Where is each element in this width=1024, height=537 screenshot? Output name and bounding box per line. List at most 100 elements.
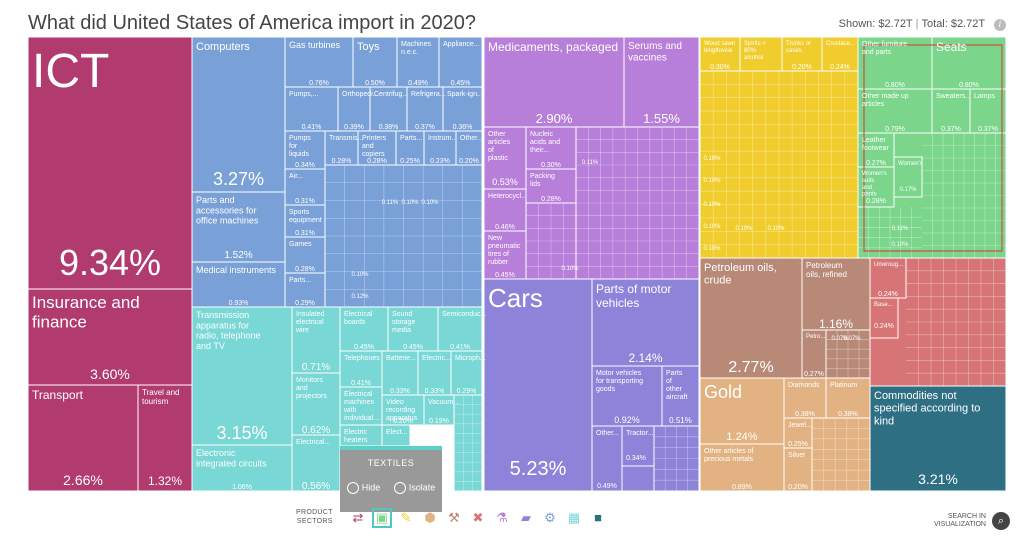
minerals-icon[interactable]: ⚒ <box>448 510 460 525</box>
tile-semiconduc[interactable] <box>437 306 483 352</box>
tile-petroleum-oils-crude[interactable] <box>699 257 803 379</box>
small-tile-value: 0.11% <box>892 226 909 232</box>
sector-tooltip: TEXTILES Hide Isolate <box>340 446 442 512</box>
tile-gas-turbines-value: 0.76% <box>309 80 329 87</box>
tile-gold[interactable] <box>699 377 785 445</box>
search-in-visualization[interactable]: SEARCH IN VISUALIZATION ⌕ <box>934 512 1010 530</box>
tile-parts-of-other-aircraft[interactable] <box>661 365 700 427</box>
tile-sweaters[interactable] <box>931 88 971 134</box>
tile-packing-lids[interactable] <box>525 168 577 204</box>
tile-precious-small-group[interactable] <box>811 417 871 492</box>
tile-petroleum-oils-crude-value: 2.77% <box>728 359 773 376</box>
tile-parts-of-motor-vehicles[interactable] <box>591 278 700 367</box>
tile-minerals-small-group[interactable] <box>825 329 871 379</box>
tile-pumps-for-liquids-value: 0.34% <box>295 162 315 169</box>
tile-other-articles-of-plastic[interactable] <box>483 126 527 190</box>
tile-petro[interactable] <box>801 329 827 379</box>
tile-games[interactable] <box>284 236 326 274</box>
tile-telephones[interactable] <box>339 350 383 388</box>
hide-label: Hide <box>361 482 381 493</box>
tile-vehicles-small-group[interactable] <box>653 425 700 492</box>
tile-insulated-electrical-wire-label: Insulated electrical wire <box>295 311 325 334</box>
tile-vehicles-small[interactable] <box>621 465 655 492</box>
tile-sports-equipment[interactable] <box>284 204 326 238</box>
tile-other[interactable] <box>455 130 483 166</box>
other-icon[interactable]: ■ <box>594 510 602 525</box>
small-tile-value: 0.07% <box>843 336 861 342</box>
machinery-icon[interactable]: ⚙ <box>544 510 556 525</box>
hide-radio-icon[interactable] <box>346 482 359 494</box>
small-tile-value: 0.10% <box>351 272 369 278</box>
tile-transmis[interactable] <box>324 130 359 166</box>
tile-appliance[interactable] <box>438 36 483 88</box>
tile-computers[interactable] <box>191 36 286 193</box>
isolate-label: Isolate <box>408 482 436 493</box>
search-icon[interactable]: ⌕ <box>992 512 1010 530</box>
sectors-label-line1: PRODUCT <box>296 509 333 516</box>
tile-other-articles-of-precious-metals[interactable] <box>699 443 785 492</box>
textiles-icon[interactable]: ▣ <box>372 508 392 528</box>
vehicles-icon[interactable]: ▰ <box>521 510 531 525</box>
tile-trunks-or-cases-label: Trunks or cases <box>786 41 811 54</box>
tile-jewel[interactable] <box>783 417 813 449</box>
tile-toys[interactable] <box>352 36 398 88</box>
tile-appliance-value: 0.45% <box>451 80 471 87</box>
tile-pumps[interactable] <box>284 86 339 132</box>
tile-refrigera[interactable] <box>406 86 444 132</box>
tile-machinery-small-group[interactable] <box>324 164 483 308</box>
stone-icon[interactable]: ⬢ <box>424 510 436 525</box>
tile-motor-vehicles-for-transporting-goods[interactable] <box>591 365 663 427</box>
tile-microph[interactable] <box>450 350 483 396</box>
tile-monitors-and-projectors[interactable] <box>291 372 341 436</box>
tile-sound-storage-media[interactable] <box>387 306 439 352</box>
tile-orthopedi[interactable] <box>337 86 371 132</box>
tile-transmis-label: Transmis... <box>329 135 363 142</box>
tile-electrical-boards[interactable] <box>339 306 389 352</box>
tile-other-made-up-articles[interactable] <box>857 88 933 134</box>
tile-new-pneumatic-tires-of-rubber[interactable] <box>483 230 527 280</box>
tile-centrifug-value: 0.38% <box>379 124 399 131</box>
tile-seats[interactable] <box>931 36 1007 90</box>
tile-base[interactable] <box>869 297 899 339</box>
tile-electronic-integrated-circuits[interactable] <box>191 444 293 492</box>
services-icon[interactable]: ⇄ <box>352 510 364 525</box>
info-icon[interactable]: i <box>994 19 1006 31</box>
tile-parts[interactable] <box>395 130 425 166</box>
tile-wood-sawn-lengthwise[interactable] <box>699 36 741 72</box>
tile-vacuum[interactable] <box>423 394 455 426</box>
tile-printers-and-copiers-label: Printers and copiers <box>362 135 387 158</box>
tile-chemicals-small-group-2[interactable] <box>575 126 700 280</box>
tile-machines-n-e-c[interactable] <box>396 36 440 88</box>
tile-travel-and-tourism[interactable] <box>137 384 193 492</box>
tile-transmission-apparatus-for-radio-telephone-and-tv[interactable] <box>191 306 293 446</box>
wood-icon[interactable]: ✎ <box>400 510 412 525</box>
tile-insurance-and-finance[interactable] <box>27 288 193 386</box>
tile-ict[interactable] <box>27 36 193 290</box>
tile-electric[interactable] <box>417 350 452 396</box>
hide-option[interactable]: Hide <box>346 482 381 494</box>
tile-petroleum-oils-refined-label: Petroleum oils, refined <box>806 261 847 279</box>
isolate-option[interactable]: Isolate <box>393 482 436 494</box>
tile-telephones-label: Telephones <box>344 355 380 362</box>
small-tile-value: 0.12% <box>351 294 369 300</box>
tile-chemicals-small-group[interactable] <box>525 202 577 280</box>
tile-serums-and-vaccines-label: Serums and vaccines <box>628 41 682 64</box>
chemicals-icon[interactable]: ⚗ <box>496 510 508 525</box>
tile-medicaments-packaged[interactable] <box>483 36 625 128</box>
tile-lamps[interactable] <box>969 88 1007 134</box>
isolate-radio-icon[interactable] <box>393 482 406 494</box>
tile-electronics-small-group[interactable] <box>453 394 483 492</box>
tile-parts-of-other-aircraft-value: 0.51% <box>669 416 692 425</box>
tile-printers-and-copiers[interactable] <box>357 130 397 166</box>
metals-icon[interactable]: ✖ <box>472 510 484 525</box>
tile-silver[interactable] <box>783 447 813 492</box>
tile-orthopedi-label: Orthopedi... <box>342 91 379 98</box>
electronics-icon[interactable]: ▦ <box>567 510 581 525</box>
small-tile-value: 0.10% <box>703 156 721 162</box>
tile-spark-ign[interactable] <box>442 86 483 132</box>
tile-instrum[interactable] <box>423 130 457 166</box>
tile-platinum[interactable] <box>825 377 871 419</box>
tile-commodities-not-specified-according-to-kind[interactable] <box>869 385 1007 492</box>
tile-orthopedi-value: 0.39% <box>344 124 364 131</box>
tile-serums-and-vaccines[interactable] <box>623 36 700 128</box>
